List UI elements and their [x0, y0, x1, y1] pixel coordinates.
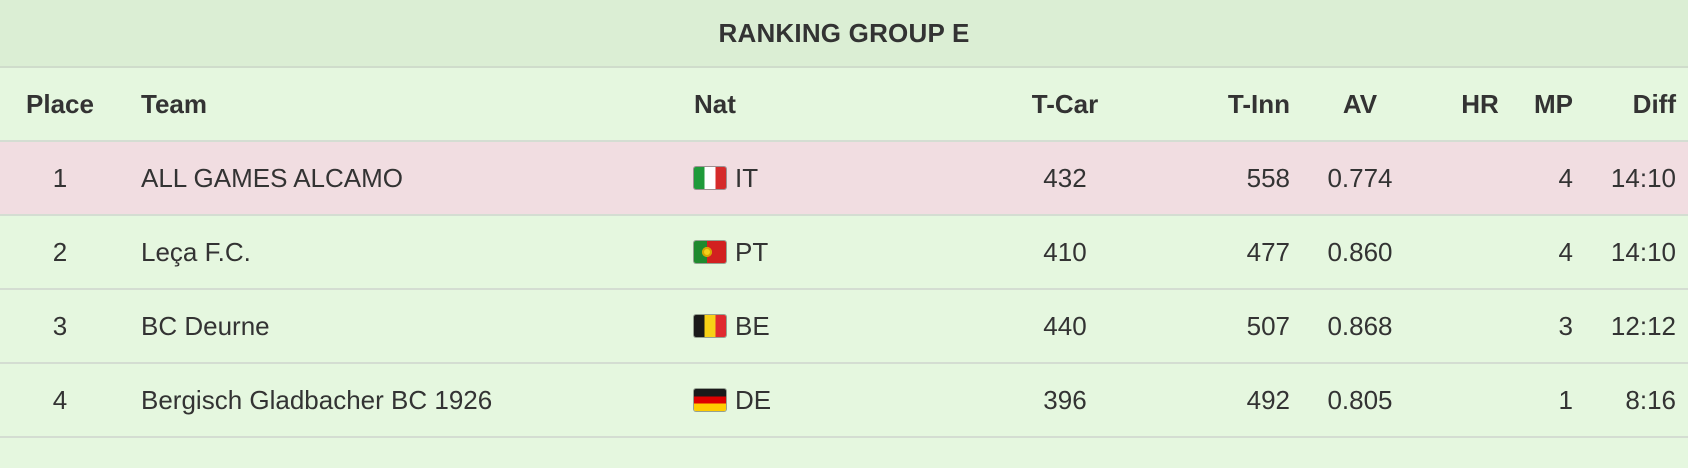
- column-header-mp: MP: [1534, 89, 1573, 119]
- place-cell: 3: [52, 311, 68, 341]
- header-row: Place Team Nat T-Car T-Inn AV HR MP Diff: [0, 68, 1688, 142]
- mp-cell: 4: [1558, 237, 1573, 267]
- table-row: 1 ALL GAMES ALCAMO IT 432 558 0.774 4 14…: [0, 142, 1688, 216]
- nat-cell: DE: [694, 364, 814, 436]
- nat-code: PT: [735, 237, 769, 267]
- nat-cell: PT: [694, 216, 814, 288]
- nat-code: IT: [735, 163, 759, 193]
- nat-code: DE: [735, 385, 772, 415]
- column-header-t-car: T-Car: [1031, 89, 1099, 119]
- column-header-place: Place: [26, 89, 94, 119]
- italy-flag-icon: [694, 167, 726, 189]
- place-cell: 1: [52, 163, 68, 193]
- av-cell: 0.805: [1327, 385, 1393, 415]
- germany-flag-icon: [694, 389, 726, 411]
- diff-cell: 14:10: [1610, 163, 1676, 193]
- mp-cell: 4: [1558, 163, 1573, 193]
- t-car-cell: 410: [1043, 237, 1087, 267]
- column-header-hr: HR: [1461, 89, 1499, 119]
- column-header-t-inn: T-Inn: [1227, 89, 1290, 119]
- place-cell: 2: [52, 237, 68, 267]
- av-cell: 0.868: [1327, 311, 1393, 341]
- diff-cell: 14:10: [1610, 237, 1676, 267]
- nat-code: BE: [735, 311, 770, 341]
- team-cell: Bergisch Gladbacher BC 1926: [141, 385, 493, 415]
- t-car-cell: 432: [1043, 163, 1087, 193]
- team-cell: Leça F.C.: [141, 237, 251, 267]
- belgium-flag-icon: [694, 315, 726, 337]
- t-car-cell: 440: [1043, 311, 1087, 341]
- place-cell: 4: [52, 385, 68, 415]
- nat-cell: BE: [694, 290, 814, 362]
- av-cell: 0.860: [1327, 237, 1393, 267]
- table-row: 4 Bergisch Gladbacher BC 1926 DE 396 492…: [0, 364, 1688, 438]
- table-row: 2 Leça F.C. PT 410 477 0.860 4 14:10: [0, 216, 1688, 290]
- portugal-flag-icon: [694, 241, 726, 263]
- mp-cell: 1: [1558, 385, 1573, 415]
- ranking-title: RANKING GROUP E: [0, 0, 1688, 68]
- diff-cell: 12:12: [1610, 311, 1676, 341]
- t-inn-cell: 477: [1246, 237, 1290, 267]
- nat-cell: IT: [694, 142, 814, 214]
- mp-cell: 3: [1558, 311, 1573, 341]
- team-cell: BC Deurne: [141, 311, 270, 341]
- t-inn-cell: 558: [1246, 163, 1290, 193]
- column-header-nat: Nat: [694, 89, 736, 119]
- table-row: 3 BC Deurne BE 440 507 0.868 3 12:12: [0, 290, 1688, 364]
- av-cell: 0.774: [1327, 163, 1393, 193]
- column-header-team: Team: [141, 89, 207, 119]
- column-header-av: AV: [1342, 89, 1378, 119]
- column-header-diff: Diff: [1632, 89, 1676, 119]
- t-inn-cell: 492: [1246, 385, 1290, 415]
- t-inn-cell: 507: [1246, 311, 1290, 341]
- diff-cell: 8:16: [1625, 385, 1676, 415]
- team-cell: ALL GAMES ALCAMO: [141, 163, 404, 193]
- t-car-cell: 396: [1043, 385, 1087, 415]
